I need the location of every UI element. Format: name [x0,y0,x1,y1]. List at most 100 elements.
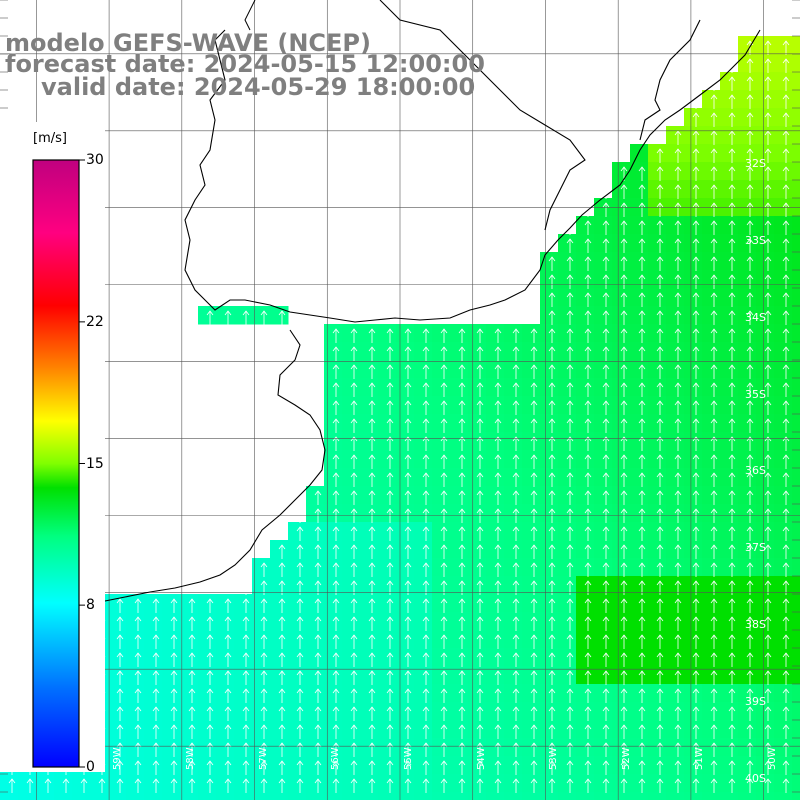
wind-speed-cell [756,396,775,415]
wind-arrow [584,634,592,649]
wind-arrow [530,652,538,667]
wind-speed-cell [702,216,721,235]
wind-arrow [296,688,304,703]
wind-speed-cell [684,360,703,379]
wind-speed-cell [738,720,757,739]
wind-speed-cell [648,486,667,505]
wind-speed-cell [432,630,451,649]
wind-arrow [206,310,214,325]
wind-speed-cell [540,792,559,800]
wind-arrow [440,526,448,541]
wind-arrow [692,274,700,289]
map-title-forecast-date: forecast date: 2024-05-15 12:00:00 [5,50,485,78]
wind-arrow [566,274,574,289]
wind-arrow [674,544,682,559]
wind-speed-cell [378,738,397,757]
wind-speed-cell [612,216,631,235]
wind-arrow [620,274,628,289]
wind-speed-cell [270,576,289,595]
wind-arrow [782,526,790,541]
wind-speed-cell [738,72,757,91]
wind-arrow [350,580,358,595]
wind-arrow [620,202,628,217]
wind-speed-cell [360,432,379,451]
wind-speed-cell [234,684,253,703]
wind-speed-cell [540,756,559,775]
wind-speed-cell [576,738,595,757]
wind-speed-cell [0,756,19,775]
wind-arrow [728,562,736,577]
wind-speed-cell [702,684,721,703]
wind-arrow [548,436,556,451]
wind-speed-cell [648,198,667,217]
wind-speed-cell [198,306,217,325]
wind-arrow [656,346,664,361]
wind-arrow [620,616,628,631]
wind-speed-cell [594,216,613,235]
wind-speed-cell [720,126,739,145]
wind-speed-cell [486,342,505,361]
wind-speed-cell [774,558,793,577]
wind-speed-cell [522,324,541,343]
wind-speed-cell [162,720,181,739]
wind-arrow [512,328,520,343]
wind-speed-cell [378,594,397,613]
wind-speed-cell [558,288,577,307]
wind-arrow [764,40,772,55]
wind-arrow [602,598,610,613]
wind-arrow [764,346,772,361]
wind-arrow [710,778,718,793]
wind-arrow [548,508,556,523]
wind-arrow [458,580,466,595]
wind-speed-cell [792,756,800,775]
wind-speed-cell [684,324,703,343]
wind-speed-cell [342,738,361,757]
wind-speed-cell [504,342,523,361]
wind-arrow [296,760,304,775]
wind-arrow [638,202,646,217]
wind-arrow [692,598,700,613]
wind-speed-cell [558,306,577,325]
wind-arrow [602,400,610,415]
wind-speed-cell [576,342,595,361]
wind-arrow [764,400,772,415]
wind-speed-cell [288,756,307,775]
wind-arrow [764,382,772,397]
wind-arrow [710,490,718,505]
wind-speed-cell [396,342,415,361]
wind-speed-cell [0,702,19,721]
wind-speed-cell [198,738,217,757]
wind-speed-cell [360,684,379,703]
inland-border-path [244,0,256,31]
wind-speed-cell [792,468,800,487]
wind-speed-cell [702,162,721,181]
wind-speed-cell [684,540,703,559]
wind-speed-cell [522,486,541,505]
wind-speed-cell [576,522,595,541]
wind-arrow [674,418,682,433]
wind-arrow [224,598,232,613]
wind-speed-cell [558,252,577,271]
wind-speed-cell [324,540,343,559]
wind-speed-cell [378,540,397,559]
wind-speed-cell [162,630,181,649]
wind-speed-cell [774,702,793,721]
wind-arrow [422,346,430,361]
wind-arrow [386,724,394,739]
wind-arrow [530,724,538,739]
wind-arrow [584,760,592,775]
wind-speed-cell [378,360,397,379]
wind-speed-cell [288,594,307,613]
wind-arrow [152,652,160,667]
wind-arrow [620,472,628,487]
wind-speed-cell [576,792,595,800]
wind-speed-cell [630,792,649,800]
wind-arrow [188,706,196,721]
wind-arrow [620,436,628,451]
wind-arrow [566,760,574,775]
wind-arrow [440,652,448,667]
wind-arrow [692,490,700,505]
wind-speed-cell [324,378,343,397]
wind-arrow [116,598,124,613]
wind-arrow [476,508,484,523]
